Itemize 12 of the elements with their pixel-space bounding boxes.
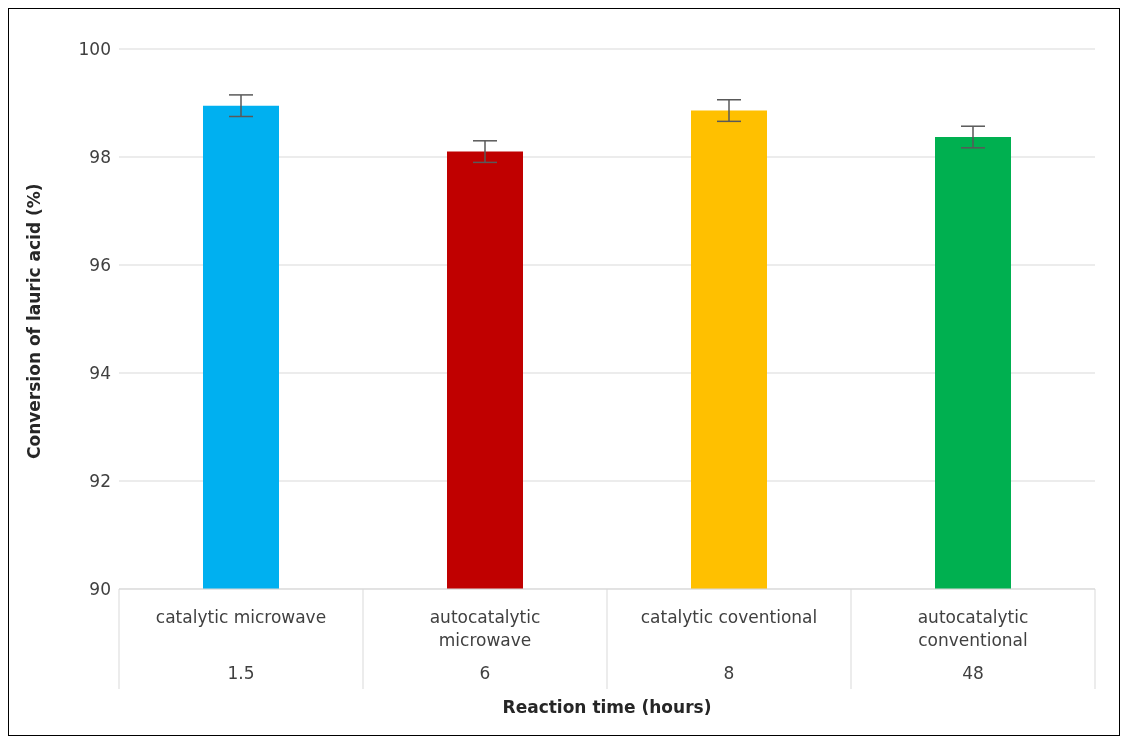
category-label: catalytic coventional 8 [640, 607, 818, 683]
y-tick-label: 96 [89, 255, 111, 276]
y-tick-label: 90 [89, 579, 111, 600]
y-tick-label: 92 [89, 471, 111, 492]
y-tick-label: 100 [78, 39, 111, 60]
y-tick-label: 94 [89, 363, 111, 384]
y-tick-label: 98 [89, 147, 111, 168]
x-axis-title: Reaction time (hours) [502, 697, 712, 717]
category-label: catalytic microwave 1.5 [155, 607, 327, 683]
y-axis-title: Conversion of lauric acid (%) [24, 183, 45, 459]
x-tick-label: autocatalytic conventional 48 [917, 607, 1029, 683]
x-tick-label: autocatalytic microwave 6 [429, 607, 541, 683]
